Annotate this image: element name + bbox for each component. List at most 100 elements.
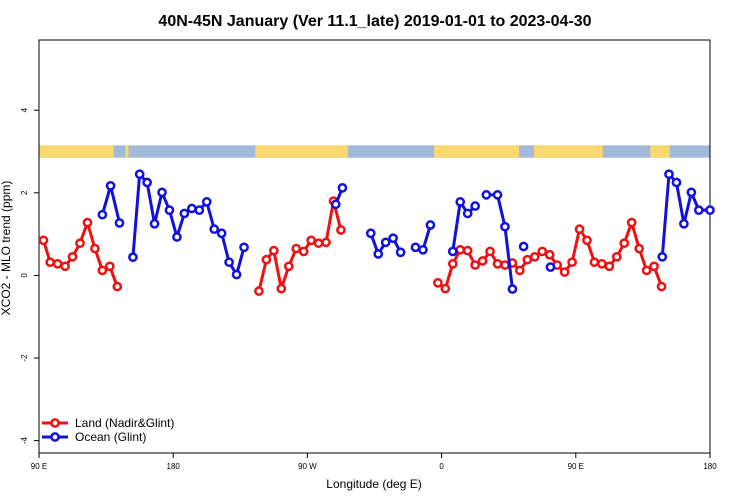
data-point <box>97 265 108 276</box>
data-point <box>216 228 227 239</box>
data-point <box>686 187 697 198</box>
data-point <box>626 217 637 228</box>
data-point <box>231 269 242 280</box>
data-point <box>306 235 316 246</box>
data-point <box>321 237 331 248</box>
x-axis: 90 E 180 90 W 0 90 E 180 <box>31 453 717 471</box>
x-tick-label: 0 <box>439 462 444 471</box>
data-point <box>518 241 529 252</box>
series-line <box>42 221 119 288</box>
data-point <box>261 254 272 265</box>
data-point <box>45 257 56 268</box>
data-point <box>582 235 592 246</box>
data-point <box>705 205 715 216</box>
data-point <box>97 209 108 220</box>
data-point <box>641 265 652 276</box>
series-group <box>38 169 715 296</box>
data-point <box>515 265 525 276</box>
data-point <box>529 251 540 262</box>
y-tick-label: -4 <box>20 437 29 445</box>
data-point <box>373 249 384 259</box>
series-land <box>38 196 667 296</box>
series-line <box>451 200 477 252</box>
data-point <box>179 208 190 219</box>
y-tick-label: 0 <box>20 273 29 278</box>
data-point <box>395 247 406 258</box>
data-point <box>201 197 212 207</box>
surface-band-land <box>125 145 129 158</box>
surface-band-land <box>650 145 670 158</box>
data-point <box>418 244 428 255</box>
legend-marker <box>50 418 60 428</box>
y-tick-label: 2 <box>20 190 29 195</box>
data-point <box>522 254 533 265</box>
data-point <box>492 258 503 269</box>
data-point <box>664 169 674 180</box>
data-point <box>537 246 548 257</box>
data-point <box>500 221 510 232</box>
data-point <box>507 284 518 294</box>
data-point <box>283 261 294 272</box>
surface-band-ocean <box>39 145 710 158</box>
data-point <box>60 261 70 272</box>
data-point <box>574 224 585 235</box>
data-point <box>298 246 309 257</box>
legend-marker <box>50 432 60 442</box>
data-point <box>336 225 346 235</box>
data-point <box>172 232 182 242</box>
data-point <box>671 177 682 188</box>
data-point <box>75 238 85 249</box>
data-point <box>365 228 376 239</box>
data-point <box>254 286 264 296</box>
data-point <box>239 242 249 253</box>
data-point <box>164 205 175 216</box>
legend-label: Ocean (Glint) <box>75 430 146 444</box>
x-tick-label: 180 <box>167 462 181 471</box>
data-point <box>142 177 152 188</box>
data-point <box>388 233 398 244</box>
data-point <box>149 218 160 229</box>
data-point <box>157 187 167 198</box>
data-point <box>447 258 458 269</box>
data-point <box>380 237 391 248</box>
chart-title: 40N-45N January (Ver 11.1_late) 2019-01-… <box>158 13 591 30</box>
data-point <box>90 243 100 254</box>
data-point <box>447 246 458 257</box>
data-point <box>545 262 556 272</box>
surface-band <box>39 145 710 158</box>
data-point <box>67 251 78 262</box>
data-point <box>611 251 622 262</box>
data-point <box>619 238 630 249</box>
data-point <box>455 244 466 255</box>
data-point <box>38 235 49 246</box>
x-tick-label: 90 W <box>298 462 317 471</box>
data-point <box>410 242 421 253</box>
data-point <box>114 218 125 228</box>
data-point <box>634 243 645 254</box>
data-point <box>649 261 659 272</box>
data-point <box>470 260 480 270</box>
x-tick-label: 90 E <box>568 462 584 471</box>
data-point <box>105 180 116 191</box>
y-tick-label: 4 <box>20 107 29 112</box>
data-point <box>567 257 577 268</box>
y-axis: -4 -2 0 2 4 <box>20 107 39 444</box>
data-point <box>82 217 93 228</box>
x-axis-label: Longitude (deg E) <box>326 477 421 491</box>
data-point <box>104 261 115 272</box>
data-point <box>112 281 123 292</box>
data-point <box>589 257 600 268</box>
data-point <box>337 183 348 193</box>
data-point <box>134 169 145 180</box>
data-point <box>462 208 473 219</box>
data-point <box>186 203 197 214</box>
data-point <box>440 283 451 294</box>
data-point <box>500 260 510 270</box>
data-point <box>492 190 503 200</box>
data-point <box>433 277 443 288</box>
data-point <box>128 252 138 263</box>
data-point <box>481 190 492 200</box>
series-line <box>660 172 710 257</box>
surface-band-land <box>39 145 114 158</box>
